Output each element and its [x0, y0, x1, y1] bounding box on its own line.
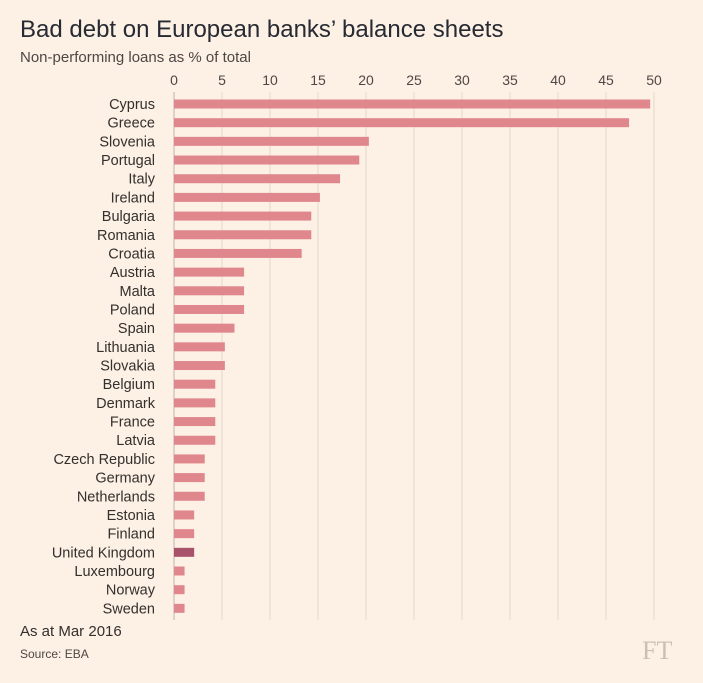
bar	[174, 454, 205, 464]
bar	[174, 547, 195, 557]
bar	[174, 566, 185, 576]
category-label: Lithuania	[96, 340, 156, 356]
category-label: Sweden	[103, 601, 155, 617]
bar	[174, 267, 245, 277]
category-label: United Kingdom	[52, 545, 155, 561]
ft-logo: FT	[642, 636, 673, 665]
x-tick-label: 20	[358, 72, 374, 88]
x-tick-label: 0	[170, 72, 178, 88]
category-label: Belgium	[103, 377, 155, 393]
category-label: Austria	[110, 265, 156, 281]
category-label: Ireland	[111, 190, 155, 206]
category-label: Latvia	[116, 433, 156, 449]
category-label: Norway	[106, 583, 156, 599]
bar	[174, 510, 195, 520]
bar	[174, 529, 195, 539]
bar	[174, 248, 302, 258]
category-label: Greece	[107, 116, 155, 132]
bar	[174, 230, 312, 240]
category-label: France	[110, 415, 155, 431]
category-label: Bulgaria	[102, 209, 156, 225]
category-label: Cyprus	[109, 97, 155, 113]
x-tick-label: 10	[262, 72, 278, 88]
bar	[174, 603, 185, 613]
category-label: Romania	[97, 228, 156, 244]
x-tick-label: 15	[310, 72, 326, 88]
category-label: Netherlands	[77, 489, 155, 505]
date-footnote: As at Mar 2016	[20, 623, 122, 640]
bar	[174, 323, 235, 333]
x-tick-label: 5	[218, 72, 226, 88]
bar	[174, 417, 216, 427]
x-tick-label: 45	[598, 72, 614, 88]
category-label: Poland	[110, 302, 155, 318]
bar	[174, 211, 312, 221]
x-tick-label: 30	[454, 72, 470, 88]
category-label: Denmark	[96, 396, 156, 412]
bar	[174, 118, 630, 128]
category-label: Portugal	[101, 153, 155, 169]
bar	[174, 192, 320, 202]
source-note: Source: EBA	[20, 647, 89, 661]
category-label: Estonia	[107, 508, 156, 524]
bar	[174, 398, 216, 408]
category-label: Slovenia	[99, 134, 156, 150]
bar	[174, 155, 360, 165]
bar	[174, 435, 216, 445]
bar	[174, 361, 225, 371]
category-label: Germany	[95, 471, 155, 487]
bar	[174, 99, 651, 109]
bar	[174, 304, 245, 314]
bar	[174, 342, 225, 352]
x-tick-label: 40	[550, 72, 566, 88]
bar	[174, 473, 205, 483]
category-label: Slovakia	[100, 359, 156, 375]
bar	[174, 379, 216, 389]
chart-title: Bad debt on European banks’ balance shee…	[20, 16, 504, 43]
category-label: Malta	[120, 284, 156, 300]
bar	[174, 585, 185, 595]
category-label: Spain	[118, 321, 155, 337]
chart-subtitle: Non-performing loans as % of total	[20, 49, 251, 66]
category-label: Luxembourg	[74, 564, 155, 580]
category-label: Italy	[128, 172, 155, 188]
x-tick-label: 25	[406, 72, 422, 88]
category-label: Finland	[107, 527, 155, 543]
category-label: Czech Republic	[53, 452, 155, 468]
category-label: Croatia	[108, 246, 156, 262]
bar	[174, 286, 245, 296]
bar	[174, 136, 369, 146]
bar	[174, 491, 205, 501]
x-tick-label: 35	[502, 72, 518, 88]
x-tick-label: 50	[646, 72, 662, 88]
bar	[174, 174, 341, 184]
